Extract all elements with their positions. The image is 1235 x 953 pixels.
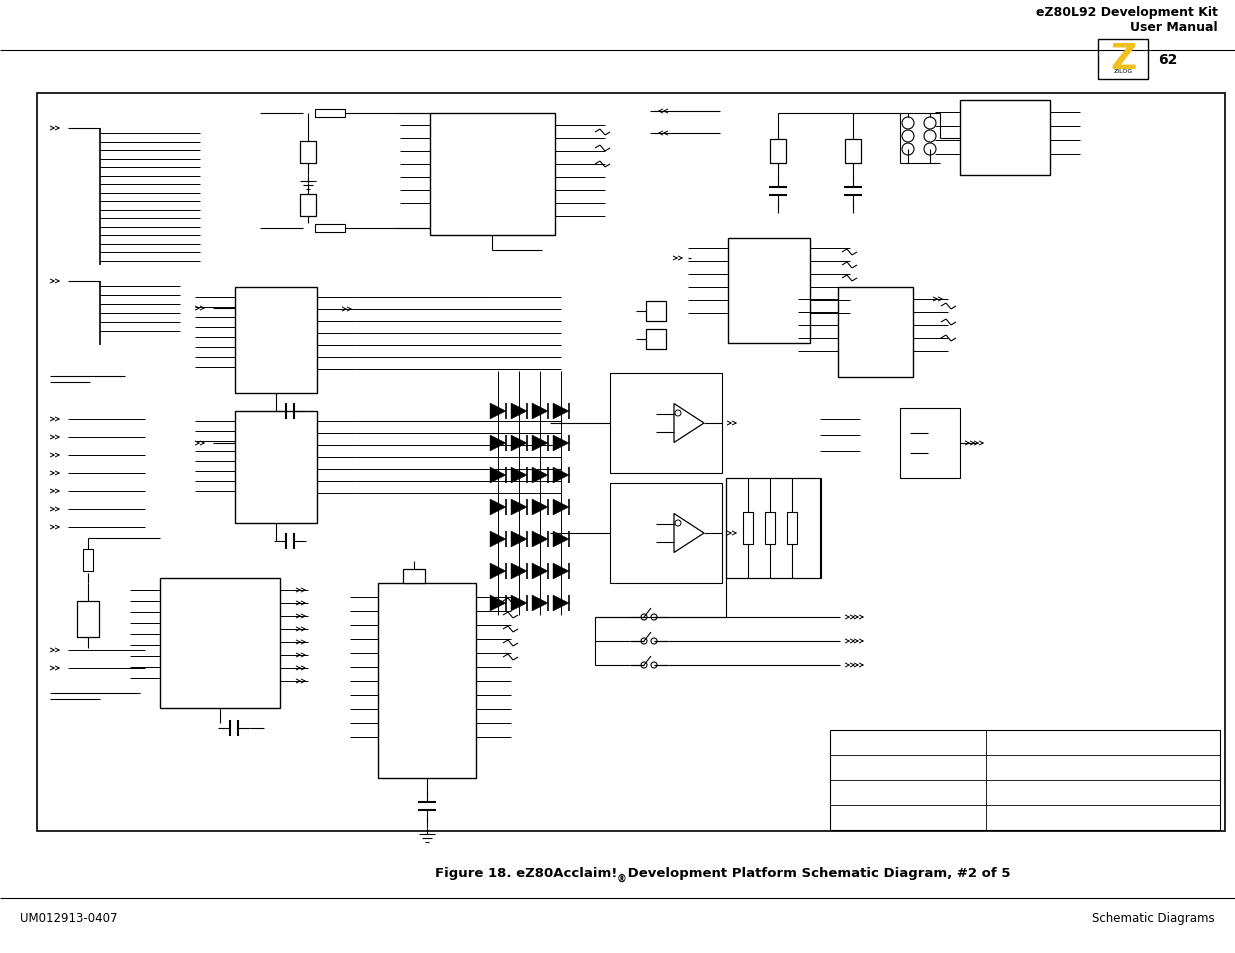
Bar — [839, 288, 913, 377]
Bar — [403, 569, 425, 583]
Polygon shape — [532, 596, 548, 612]
Polygon shape — [490, 532, 506, 547]
Polygon shape — [511, 532, 527, 547]
Polygon shape — [532, 403, 548, 419]
Text: Z: Z — [1110, 42, 1136, 76]
Polygon shape — [532, 563, 548, 579]
Bar — [769, 140, 785, 164]
Bar — [900, 409, 960, 478]
Text: Development Platform Schematic Diagram, #2 of 5: Development Platform Schematic Diagram, … — [622, 866, 1010, 880]
Bar — [300, 194, 316, 216]
Polygon shape — [553, 468, 569, 483]
Polygon shape — [511, 563, 527, 579]
Bar — [726, 478, 821, 578]
Polygon shape — [490, 403, 506, 419]
Polygon shape — [532, 499, 548, 516]
Bar — [37, 94, 1225, 831]
Bar — [77, 601, 99, 638]
Polygon shape — [553, 596, 569, 612]
Polygon shape — [511, 468, 527, 483]
Bar — [161, 578, 280, 708]
Polygon shape — [553, 563, 569, 579]
Polygon shape — [490, 436, 506, 452]
Bar — [830, 730, 1220, 830]
Polygon shape — [490, 563, 506, 579]
Bar — [378, 583, 475, 779]
Text: Schematic Diagrams: Schematic Diagrams — [1093, 911, 1215, 924]
Polygon shape — [511, 436, 527, 452]
Text: User Manual: User Manual — [1130, 21, 1218, 34]
Bar — [430, 113, 555, 235]
Polygon shape — [553, 436, 569, 452]
Bar — [300, 142, 316, 164]
Polygon shape — [490, 468, 506, 483]
Polygon shape — [532, 436, 548, 452]
Polygon shape — [511, 596, 527, 612]
Bar — [315, 110, 345, 118]
Text: Figure 18. eZ80Acclaim!: Figure 18. eZ80Acclaim! — [435, 866, 618, 880]
Polygon shape — [532, 532, 548, 547]
Polygon shape — [511, 403, 527, 419]
Polygon shape — [553, 499, 569, 516]
Polygon shape — [674, 514, 704, 553]
Bar — [960, 101, 1050, 175]
Bar — [646, 302, 666, 322]
Polygon shape — [532, 468, 548, 483]
Bar — [235, 412, 317, 523]
Bar — [845, 140, 861, 164]
Bar — [235, 288, 317, 394]
Polygon shape — [553, 403, 569, 419]
Text: eZ80L92 Development Kit: eZ80L92 Development Kit — [1036, 6, 1218, 19]
Bar — [787, 513, 797, 544]
Polygon shape — [490, 499, 506, 516]
Bar — [315, 225, 345, 233]
Text: ZILOG: ZILOG — [1114, 69, 1132, 74]
Text: 62: 62 — [1158, 53, 1177, 67]
Bar — [610, 374, 722, 474]
Text: ®: ® — [618, 873, 627, 883]
Polygon shape — [553, 532, 569, 547]
Polygon shape — [927, 423, 960, 464]
Polygon shape — [511, 499, 527, 516]
Polygon shape — [490, 596, 506, 612]
Bar — [764, 513, 776, 544]
Bar — [83, 550, 93, 572]
Bar — [610, 483, 722, 583]
Bar — [743, 513, 753, 544]
Text: UM012913-0407: UM012913-0407 — [20, 911, 117, 924]
Bar — [1098, 40, 1149, 80]
Bar — [727, 239, 810, 344]
Bar — [646, 330, 666, 350]
Polygon shape — [674, 404, 704, 443]
